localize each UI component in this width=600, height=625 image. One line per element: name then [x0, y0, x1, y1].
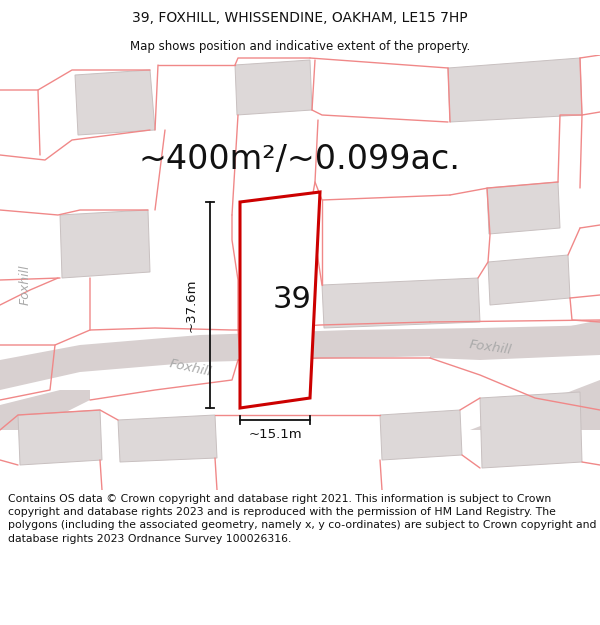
- Text: ~400m²/~0.099ac.: ~400m²/~0.099ac.: [139, 144, 461, 176]
- Text: Foxhill: Foxhill: [468, 339, 512, 357]
- Text: ~15.1m: ~15.1m: [248, 428, 302, 441]
- Polygon shape: [18, 410, 102, 465]
- Polygon shape: [488, 255, 570, 305]
- Text: Map shows position and indicative extent of the property.: Map shows position and indicative extent…: [130, 39, 470, 52]
- Polygon shape: [430, 320, 600, 360]
- Polygon shape: [240, 192, 320, 408]
- Text: 39, FOXHILL, WHISSENDINE, OAKHAM, LE15 7HP: 39, FOXHILL, WHISSENDINE, OAKHAM, LE15 7…: [132, 11, 468, 25]
- Polygon shape: [487, 182, 560, 234]
- Polygon shape: [118, 415, 217, 462]
- Polygon shape: [470, 380, 600, 430]
- Text: ~37.6m: ~37.6m: [185, 278, 198, 332]
- Polygon shape: [0, 390, 90, 430]
- Text: Foxhill: Foxhill: [167, 357, 212, 379]
- Text: Foxhill: Foxhill: [19, 265, 32, 305]
- Polygon shape: [480, 392, 582, 468]
- Text: Contains OS data © Crown copyright and database right 2021. This information is : Contains OS data © Crown copyright and d…: [8, 494, 596, 544]
- Polygon shape: [60, 210, 150, 278]
- Polygon shape: [380, 410, 462, 460]
- Text: 39: 39: [273, 286, 312, 314]
- Polygon shape: [322, 278, 480, 328]
- Polygon shape: [75, 70, 155, 135]
- Polygon shape: [235, 60, 312, 115]
- Polygon shape: [448, 58, 582, 122]
- Polygon shape: [0, 325, 600, 390]
